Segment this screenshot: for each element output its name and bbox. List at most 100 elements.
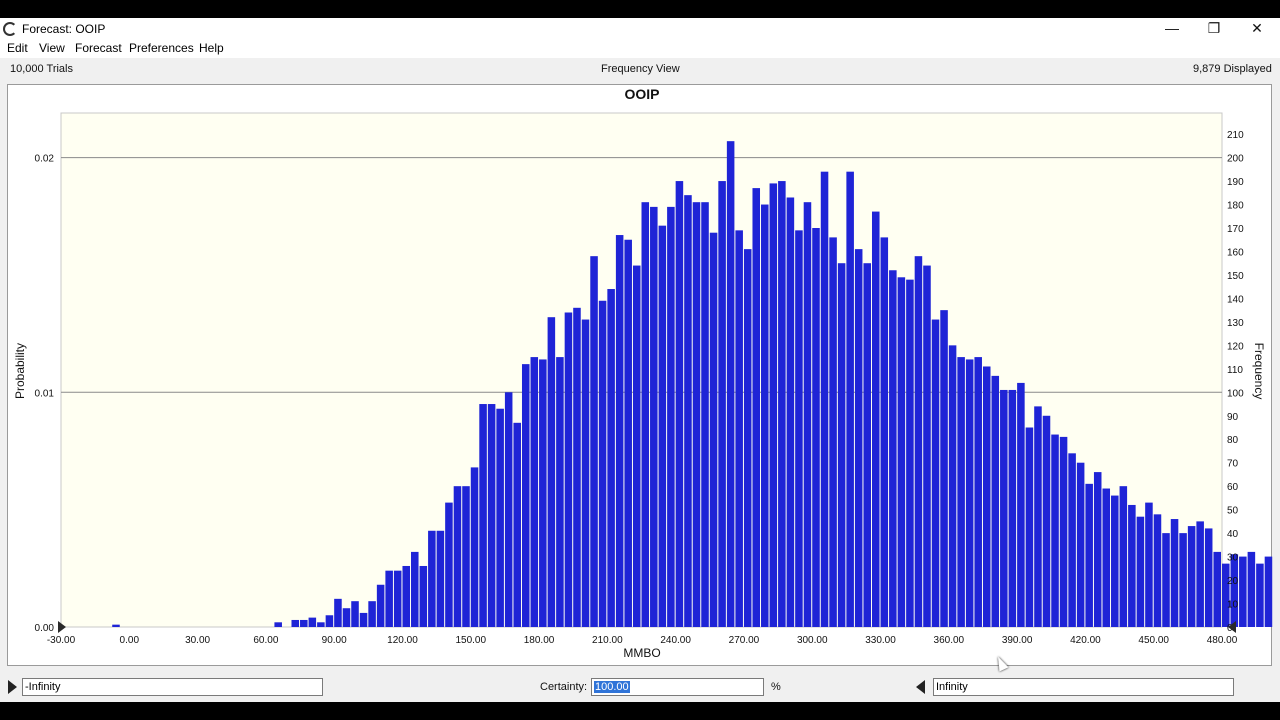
left-tick-label: 0.00: [35, 623, 55, 634]
histogram-bar: [385, 570, 393, 627]
menu-preferences[interactable]: Preferences: [129, 41, 194, 55]
right-axis-label: Frequency: [1252, 343, 1266, 400]
histogram-bar: [590, 256, 598, 627]
right-tick-label: 200: [1227, 154, 1244, 165]
right-tick-label: 160: [1227, 247, 1244, 258]
left-axis-label: Probability: [13, 343, 27, 399]
window-title: Forecast: OOIP: [22, 22, 106, 36]
histogram-bar: [539, 359, 547, 627]
histogram-bar: [820, 171, 829, 628]
histogram-bar: [564, 312, 573, 627]
histogram-bar: [752, 188, 761, 627]
left-grabber-marker-icon: [58, 621, 66, 633]
histogram-bar: [675, 181, 684, 627]
right-tick-label: 20: [1227, 576, 1239, 587]
right-tick-label: 60: [1227, 482, 1239, 493]
histogram-bar: [1068, 453, 1076, 627]
histogram-bar: [906, 279, 914, 627]
histogram-bar: [291, 619, 300, 627]
x-tick-label: 210.00: [592, 635, 623, 646]
histogram-bar: [1187, 526, 1196, 627]
histogram-bar: [1076, 462, 1085, 627]
histogram-bar: [1145, 502, 1153, 627]
histogram-bar: [607, 289, 615, 627]
histogram-bar: [1179, 533, 1187, 627]
histogram-bar: [351, 601, 359, 627]
histogram-bar: [1085, 483, 1093, 627]
histogram-bar: [462, 486, 470, 627]
histogram-bar: [581, 319, 590, 627]
x-tick-label: 30.00: [185, 635, 210, 646]
minimize-button[interactable]: —: [1165, 20, 1179, 36]
right-tick-label: 130: [1227, 318, 1244, 329]
right-tick-label: 120: [1227, 341, 1244, 352]
histogram-bar: [991, 375, 1000, 627]
histogram-bar: [667, 206, 675, 627]
close-button[interactable]: ✕: [1251, 20, 1263, 36]
histogram-bar: [1264, 556, 1273, 627]
histogram-bar: [274, 622, 282, 627]
upper-bound-field[interactable]: Infinity: [933, 678, 1234, 696]
right-tick-label: 210: [1227, 130, 1244, 141]
histogram-bar: [112, 624, 120, 627]
histogram-bar: [1222, 563, 1230, 627]
left-tick-label: 0.01: [35, 388, 55, 399]
histogram-bar: [786, 197, 795, 627]
right-grabber-icon[interactable]: [916, 680, 925, 694]
histogram-bar: [1162, 533, 1170, 627]
histogram-bar: [504, 392, 513, 627]
histogram-bar: [615, 235, 624, 628]
histogram-bar: [735, 230, 743, 627]
right-tick-label: 180: [1227, 201, 1244, 212]
x-tick-label: 360.00: [934, 635, 965, 646]
histogram-bar: [632, 265, 641, 627]
histogram-bar: [778, 181, 786, 627]
histogram-bar: [923, 265, 931, 627]
histogram-bar: [982, 366, 991, 627]
certainty-label: Certainty:: [540, 681, 588, 693]
histogram-bar: [897, 277, 906, 627]
restore-button[interactable]: ❐: [1207, 20, 1221, 36]
histogram-bar: [573, 307, 581, 627]
histogram-chart: OOIP-30.00 0.00 30.00 60.00 90.00 120.00 150.0…: [13, 86, 1273, 660]
histogram-bar: [376, 584, 385, 627]
x-tick-label: 150.00: [455, 635, 486, 646]
x-tick-label: -30.00: [47, 635, 76, 646]
view-mode-label[interactable]: Frequency View: [601, 63, 680, 75]
histogram-bar: [308, 617, 317, 627]
histogram-bar: [547, 317, 556, 627]
histogram-bar: [342, 608, 351, 627]
histogram-bar: [948, 345, 957, 627]
right-tick-label: 150: [1227, 271, 1244, 282]
forecast-window: Forecast: OOIP — ❐ ✕ Edit View Forecast …: [0, 18, 1280, 702]
histogram-bar: [718, 181, 726, 627]
histogram-bar: [974, 357, 982, 627]
histogram-bar: [769, 183, 778, 627]
left-grabber-icon[interactable]: [8, 680, 17, 694]
menu-forecast[interactable]: Forecast: [75, 41, 122, 55]
histogram-bar: [1128, 504, 1136, 627]
right-tick-label: 110: [1227, 365, 1243, 376]
menu-edit[interactable]: Edit: [7, 41, 28, 55]
x-tick-label: 60.00: [253, 635, 278, 646]
app-icon: [3, 22, 17, 36]
histogram-bar: [334, 598, 342, 627]
menu-view[interactable]: View: [39, 41, 65, 55]
histogram-bar: [1000, 389, 1008, 627]
menu-help[interactable]: Help: [199, 41, 224, 55]
certainty-value: 100.00: [594, 681, 630, 693]
histogram-bar: [453, 486, 462, 627]
histogram-bar: [487, 404, 496, 627]
right-tick-label: 30: [1227, 553, 1239, 564]
right-tick-label: 90: [1227, 412, 1239, 423]
certainty-field[interactable]: 100.00: [591, 678, 764, 696]
histogram-bar: [496, 408, 504, 627]
histogram-bar: [1102, 488, 1111, 627]
histogram-bar: [1213, 551, 1221, 627]
lower-bound-field[interactable]: -Infinity: [22, 678, 323, 696]
histogram-bar: [684, 195, 692, 627]
histogram-bar: [812, 228, 820, 627]
histogram-bar: [889, 270, 897, 627]
histogram-bar: [1059, 436, 1068, 627]
histogram-bar: [445, 502, 453, 627]
